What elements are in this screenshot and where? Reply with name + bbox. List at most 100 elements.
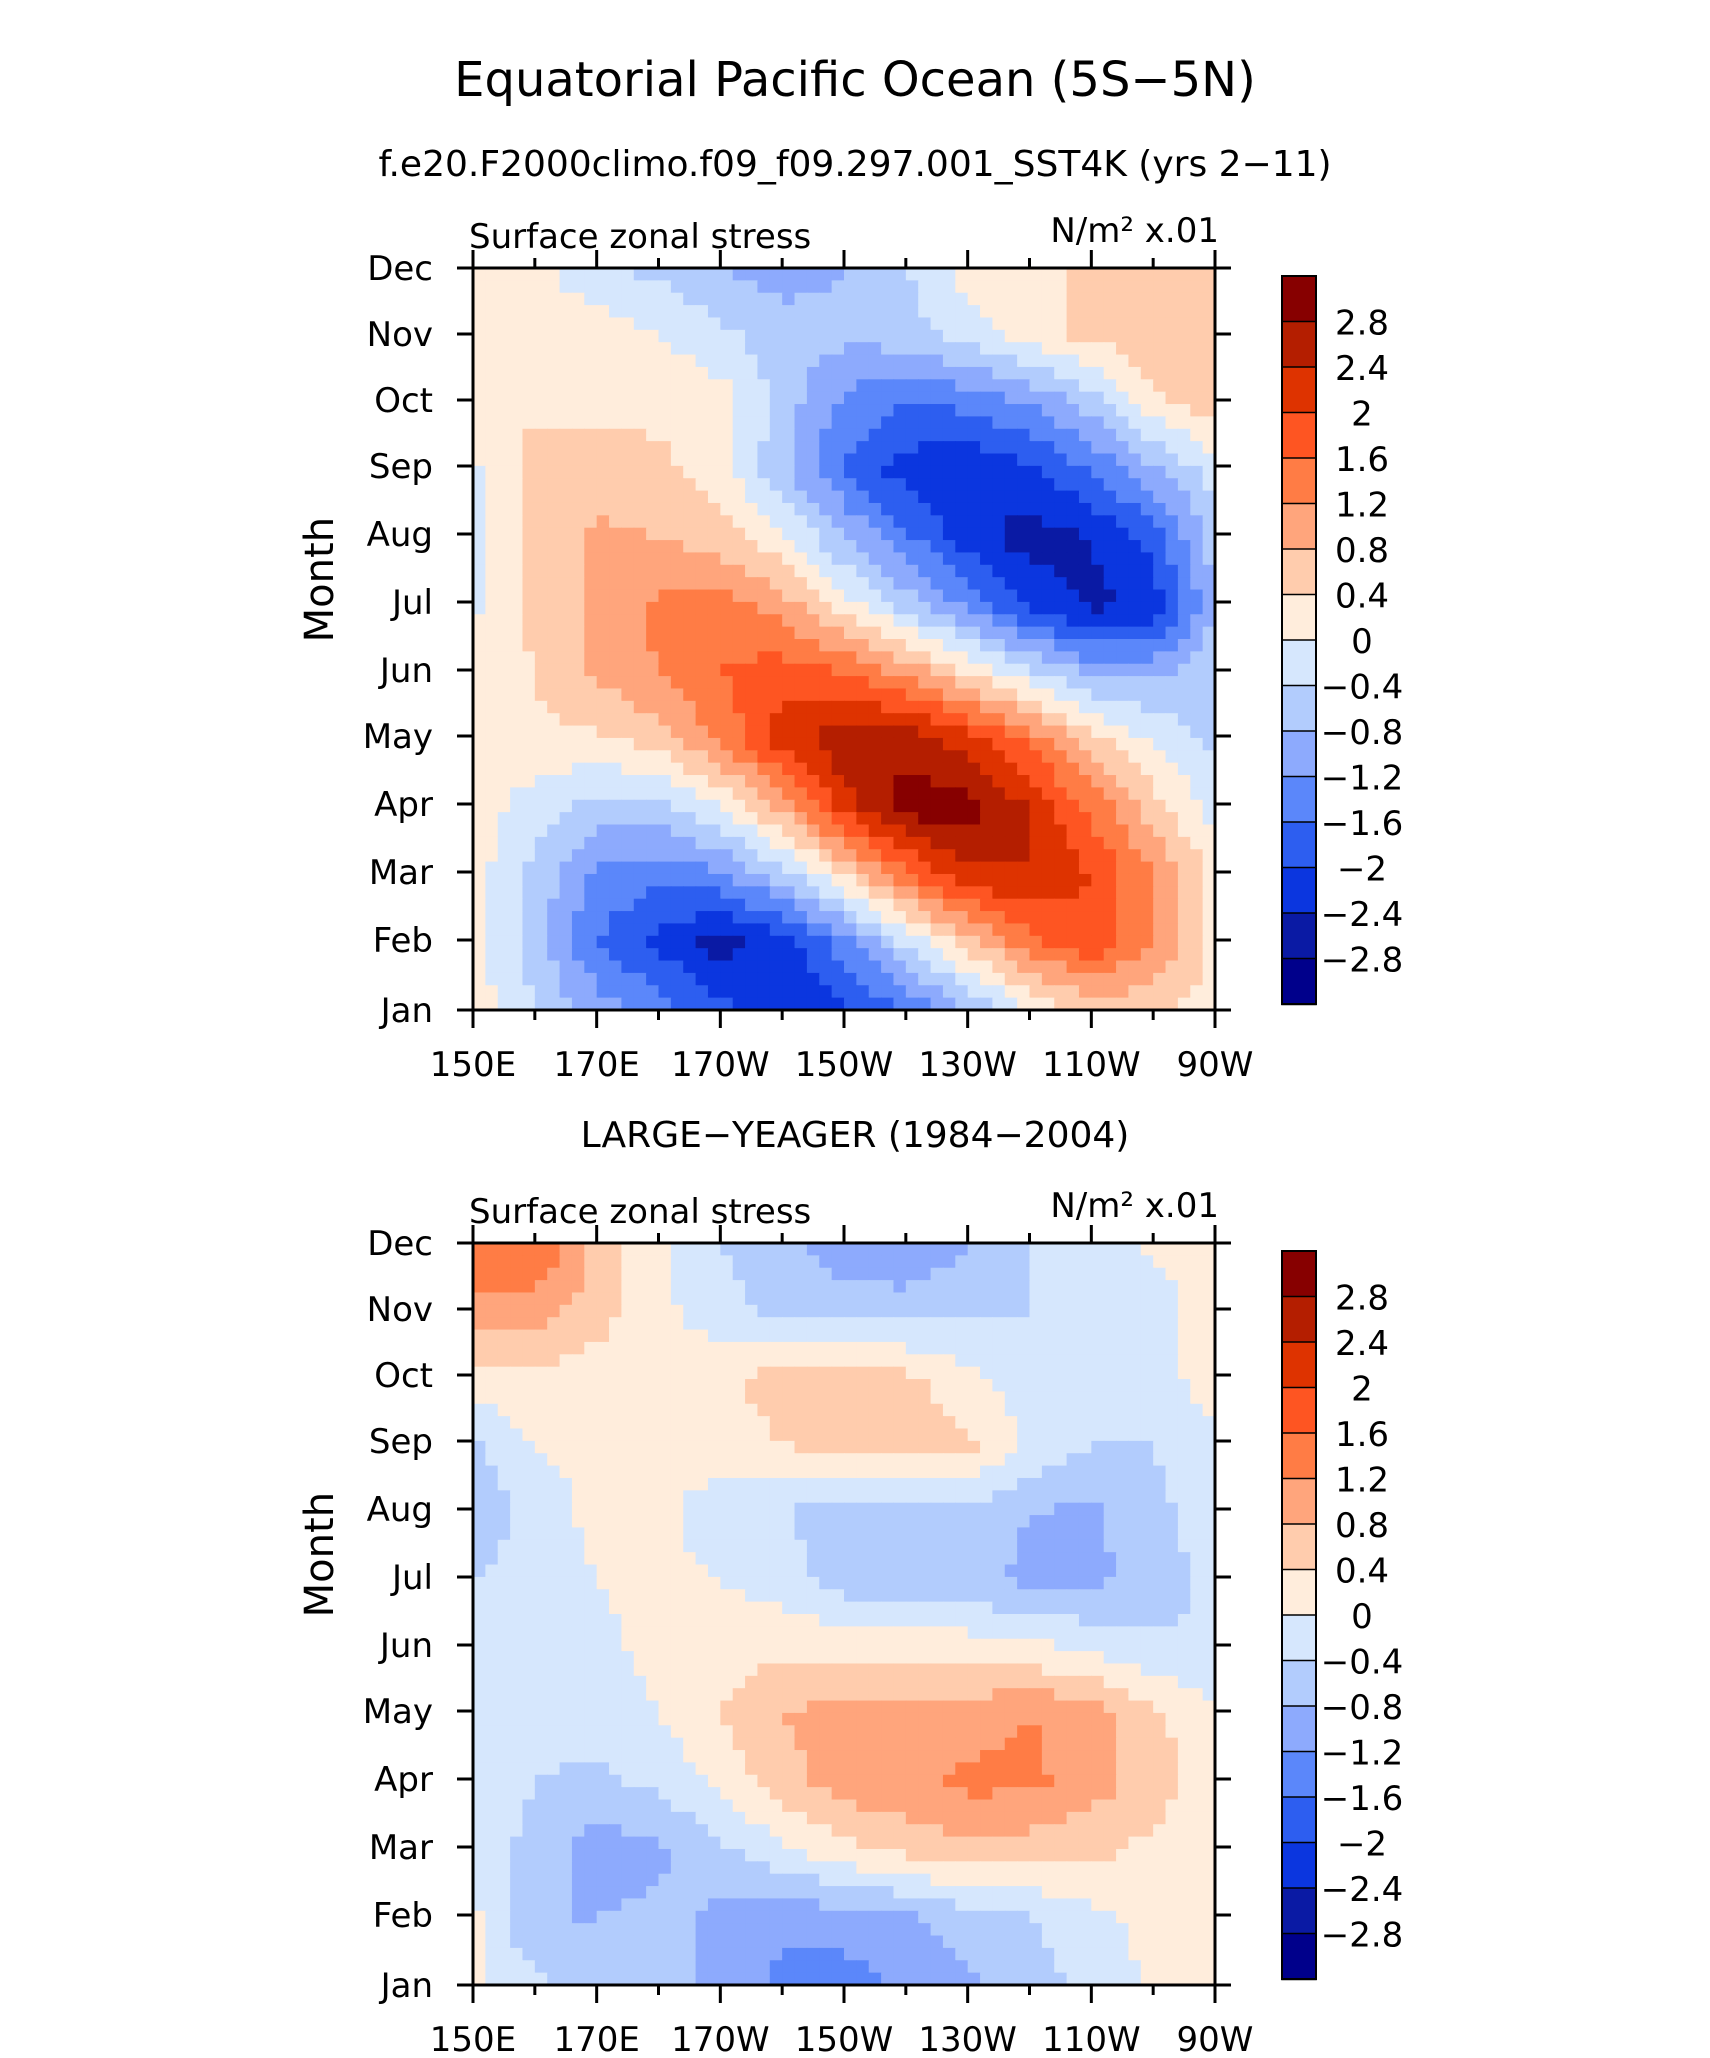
contour-cell <box>510 663 524 677</box>
contour-cell <box>782 849 796 863</box>
contour-cell <box>1066 836 1080 850</box>
contour-cell <box>1202 465 1216 479</box>
contour-cell <box>1128 404 1142 417</box>
contour-cell <box>621 268 635 281</box>
contour-cell <box>844 1440 857 1454</box>
contour-cell <box>868 1280 882 1294</box>
contour-cell <box>955 861 969 875</box>
contour-cell <box>1177 317 1191 331</box>
contour-cell <box>547 292 561 306</box>
contour-cell <box>485 886 499 900</box>
contour-cell <box>955 601 969 615</box>
contour-cell <box>1190 651 1204 665</box>
contour-cell <box>559 354 573 368</box>
contour-cell <box>745 564 759 578</box>
contour-cell <box>893 305 907 319</box>
contour-cell <box>658 849 672 863</box>
contour-cell <box>868 1292 882 1306</box>
contour-cell <box>1078 824 1092 838</box>
contour-cell <box>893 441 907 455</box>
contour-cell <box>806 1267 820 1281</box>
contour-cell <box>596 725 610 739</box>
contour-cell <box>955 972 969 986</box>
contour-cell <box>1078 478 1092 492</box>
contour-cell <box>571 1440 585 1454</box>
contour-cell <box>905 960 919 974</box>
contour-cell <box>609 527 622 541</box>
contour-cell <box>497 775 511 788</box>
contour-cell <box>831 1329 845 1343</box>
contour-cell <box>1017 292 1031 306</box>
contour-cell <box>658 416 672 430</box>
contour-cell <box>1004 280 1018 294</box>
contour-cell <box>806 1292 820 1306</box>
contour-cell <box>485 305 499 319</box>
contour-cell <box>609 911 622 925</box>
contour-cell <box>1190 1391 1204 1405</box>
contour-cell <box>745 1243 759 1256</box>
contour-cell <box>819 416 833 430</box>
contour-cell <box>757 453 771 467</box>
contour-cell <box>745 861 759 875</box>
contour-cell <box>1177 787 1191 801</box>
contour-cell <box>745 1354 759 1368</box>
contour-cell <box>868 1366 882 1380</box>
contour-cell <box>769 441 783 455</box>
contour-cell <box>856 626 870 640</box>
contour-cell <box>695 713 709 727</box>
contour-cell <box>1017 775 1031 788</box>
contour-cell <box>831 416 845 430</box>
contour-cell <box>621 416 635 430</box>
contour-cell <box>547 799 561 813</box>
contour-cell <box>905 787 919 801</box>
contour-cell <box>967 1243 981 1256</box>
contour-cell <box>1128 564 1142 578</box>
contour-cell <box>609 1391 622 1405</box>
contour-cell <box>1153 849 1167 863</box>
contour-cell <box>1054 1329 1068 1343</box>
contour-cell <box>1054 737 1068 751</box>
contour-cell <box>757 923 771 937</box>
contour-cell <box>1140 799 1154 813</box>
contour-cell <box>1128 898 1142 912</box>
contour-cell <box>794 1379 808 1392</box>
contour-cell <box>831 391 845 405</box>
contour-cell <box>683 775 697 788</box>
contour-cell <box>930 725 944 739</box>
contour-cell <box>720 502 734 516</box>
contour-cell <box>571 1267 585 1281</box>
contour-cell <box>658 292 672 306</box>
contour-cell <box>1103 1341 1117 1355</box>
contour-cell <box>1029 614 1043 628</box>
contour-cell <box>596 614 610 628</box>
contour-cell <box>893 552 907 566</box>
contour-cell <box>980 1354 993 1368</box>
contour-cell <box>707 268 721 281</box>
contour-cell <box>831 1341 845 1355</box>
contour-cell <box>720 292 734 306</box>
contour-cell <box>1165 700 1179 714</box>
contour-cell <box>856 1304 870 1318</box>
contour-cell <box>720 762 734 776</box>
contour-cell <box>497 737 511 751</box>
contour-cell <box>547 713 561 727</box>
contour-cell <box>1153 935 1167 949</box>
contour-cell <box>670 1465 684 1479</box>
contour-cell <box>955 985 969 999</box>
contour-cell <box>497 391 511 405</box>
contour-cell <box>510 292 524 306</box>
contour-cell <box>584 1292 598 1306</box>
contour-cell <box>1153 639 1167 652</box>
contour-cell <box>683 849 697 863</box>
contour-cell <box>1091 886 1105 900</box>
contour-cell <box>571 935 585 949</box>
contour-cell <box>670 1453 684 1467</box>
contour-cell <box>1165 589 1179 603</box>
contour-cell <box>732 886 746 900</box>
contour-cell <box>782 329 796 343</box>
contour-cell <box>782 639 796 652</box>
contour-cell <box>522 1267 536 1281</box>
contour-cell <box>1066 404 1080 417</box>
contour-cell <box>942 1379 956 1392</box>
contour-cell <box>1177 1341 1191 1355</box>
